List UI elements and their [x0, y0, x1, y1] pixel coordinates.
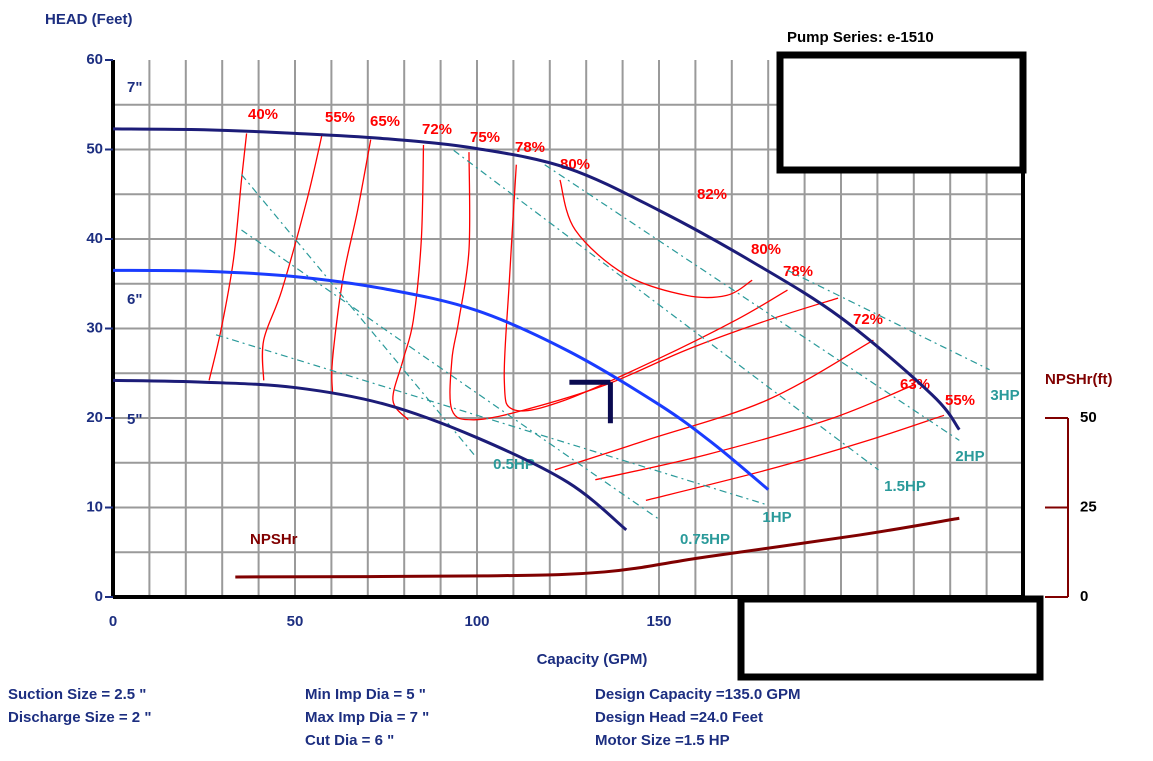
hp-line	[453, 149, 879, 471]
pump-curve	[112, 268, 770, 491]
pump-curve	[235, 516, 960, 579]
efficiency-contour	[208, 133, 248, 381]
blank-box	[737, 595, 1044, 681]
efficiency-label: 75%	[470, 129, 500, 146]
y-tick-label: 40	[86, 230, 103, 247]
hp-label: 1.5HP	[884, 478, 926, 495]
info-text: Motor Size =1.5 HP	[595, 732, 730, 749]
x-tick-label: 100	[464, 613, 489, 630]
info-text: Design Head =24.0 Feet	[595, 709, 763, 726]
hp-line	[241, 174, 475, 456]
efficiency-label: 55%	[325, 109, 355, 126]
efficiency-label: 63%	[900, 376, 930, 393]
efficiency-label: 40%	[248, 106, 278, 123]
efficiency-label: 72%	[422, 121, 452, 138]
pump-curve	[112, 127, 961, 431]
y-tick-label: 60	[86, 51, 103, 68]
hp-line	[787, 269, 990, 371]
blank-box	[776, 51, 1027, 174]
y-tick-label: 20	[86, 409, 103, 426]
y2-tick-label: 50	[1080, 409, 1097, 426]
info-text: Max Imp Dia = 7 "	[305, 709, 429, 726]
efficiency-contour	[559, 179, 753, 299]
series-label: 5"	[127, 411, 142, 428]
design-point	[569, 379, 613, 424]
y-tick-label: 30	[86, 319, 103, 336]
efficiency-label: 72%	[853, 311, 883, 328]
hp-label: 1HP	[762, 509, 791, 526]
hp-label: 3HP	[990, 387, 1019, 404]
efficiency-contour	[595, 384, 915, 481]
info: Suction Size = 2.5 " Discharge Size = 2 "…	[8, 686, 801, 749]
series-label: 7"	[127, 79, 142, 96]
efficiency-label: 82%	[697, 186, 727, 203]
efficiency-label: 65%	[370, 113, 400, 130]
info-text: Design Capacity =135.0 GPM	[595, 686, 801, 703]
pump-series: Pump Series: e-1510	[787, 29, 934, 46]
efficiency-contour	[261, 133, 323, 381]
efficiency-contour	[449, 152, 839, 421]
efficiency-contour	[331, 139, 372, 393]
hp-line	[241, 229, 661, 521]
x-axis-label: Capacity (GPM)	[537, 651, 648, 668]
efficiency-label: 55%	[945, 392, 975, 409]
efficiency-contour	[645, 414, 945, 501]
efficiency-contour	[392, 145, 425, 421]
x-tick-label: 150	[646, 613, 671, 630]
y-axis-label: HEAD (Feet)	[45, 11, 133, 28]
hp-label: 0.75HP	[680, 531, 730, 548]
y2-tick-label: 0	[1080, 588, 1088, 605]
plot: 40% 55% 65% 72% 75%78%80%72%63%55%82%80%78%0…	[112, 79, 1020, 579]
y2-axis-label: NPSHr(ft)	[1045, 371, 1113, 388]
efficiency-label: 78%	[515, 139, 545, 156]
y-tick-label: 50	[86, 140, 103, 157]
info-text: Min Imp Dia = 5 "	[305, 686, 426, 703]
x-tick-label: 0	[109, 613, 117, 630]
efficiency-label: 80%	[751, 241, 781, 258]
efficiency-contour	[503, 164, 788, 412]
hp-line	[544, 164, 960, 441]
info-text: Suction Size = 2.5 "	[8, 686, 146, 703]
hp-label: 2HP	[955, 448, 984, 465]
hp-label: 0.5HP	[493, 456, 535, 473]
efficiency-contour	[554, 339, 874, 471]
y-tick-label: 10	[86, 498, 103, 515]
series-label: NPSHr	[250, 531, 298, 548]
info-text: Cut Dia = 6 "	[305, 732, 394, 749]
hp-line	[215, 334, 768, 506]
y2-tick-label: 25	[1080, 498, 1097, 515]
info-text: Discharge Size = 2 "	[8, 709, 151, 726]
x-tick-label: 50	[287, 613, 304, 630]
pump-curve	[112, 378, 628, 532]
y-tick-label: 0	[95, 588, 103, 605]
efficiency-label: 78%	[783, 263, 813, 280]
grid: 0 10 20 30 40 50 60 0 50 100 150 0 25 50	[86, 51, 1096, 630]
series-label: 6"	[127, 291, 142, 308]
